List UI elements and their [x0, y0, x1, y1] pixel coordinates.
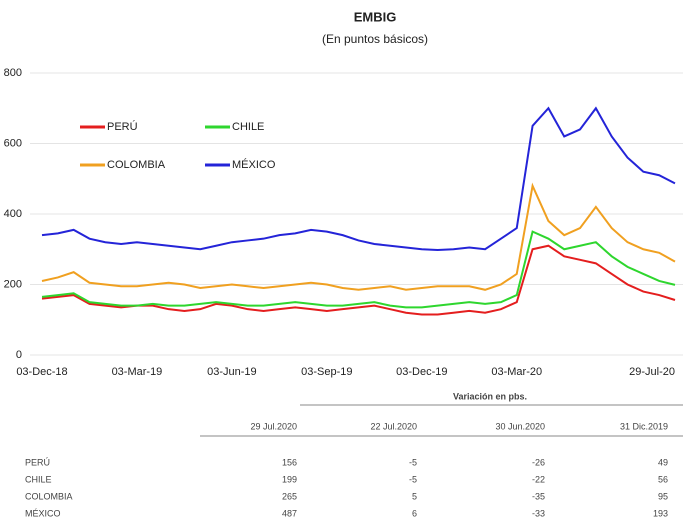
table-group-header: Variación en pbs. [453, 391, 527, 401]
x-tick-label: 03-Jun-19 [207, 366, 257, 378]
table-cell: 487 [282, 508, 297, 518]
table-column-header: 22 Jul.2020 [370, 421, 417, 431]
legend-label: CHILE [232, 121, 264, 133]
table-row-label: PERÚ [25, 457, 50, 467]
table-cell: -33 [532, 508, 545, 518]
table-cell: 156 [282, 457, 297, 467]
table-cell: -5 [409, 457, 417, 467]
legend-label: COLOMBIA [107, 159, 166, 171]
y-tick-label: 400 [4, 208, 22, 220]
x-tick-label: 29-Jul-20 [629, 366, 675, 378]
table-column-header: 29 Jul.2020 [250, 421, 297, 431]
line-series [41, 182, 676, 291]
table-row-label: MÉXICO [25, 508, 61, 518]
x-tick-label: 03-Sep-19 [301, 366, 352, 378]
table-cell: 95 [658, 491, 668, 501]
x-tick-label: 03-Dec-18 [16, 366, 67, 378]
x-tick-label: 03-Mar-20 [491, 366, 542, 378]
chart-subtitle: (En puntos básicos) [322, 32, 428, 46]
line-series [41, 230, 676, 309]
legend-label: MÉXICO [232, 158, 276, 171]
y-tick-label: 0 [16, 349, 22, 361]
legend-label: PERÚ [107, 120, 138, 133]
x-tick-label: 03-Dec-19 [396, 366, 447, 378]
table-cell: 199 [282, 474, 297, 484]
table-cell: -26 [532, 457, 545, 467]
table-cell: 193 [653, 508, 668, 518]
table-cell: -5 [409, 474, 417, 484]
table-column-header: 31 Dic.2019 [620, 421, 668, 431]
x-tick-label: 03-Mar-19 [112, 366, 163, 378]
chart-title: EMBIG [354, 9, 397, 24]
y-tick-label: 600 [4, 137, 22, 149]
y-tick-label: 200 [4, 278, 22, 290]
table-row-label: CHILE [25, 474, 52, 484]
table-column-header: 30 Jun.2020 [495, 421, 545, 431]
table-cell: -22 [532, 474, 545, 484]
table-cell: -35 [532, 491, 545, 501]
line-series [41, 244, 676, 316]
table-cell: 49 [658, 457, 668, 467]
table-cell: 56 [658, 474, 668, 484]
y-tick-label: 800 [4, 67, 22, 79]
table-cell: 5 [412, 491, 417, 501]
table-cell: 6 [412, 508, 417, 518]
line-series [41, 106, 676, 251]
table-cell: 265 [282, 491, 297, 501]
table-row-label: COLOMBIA [25, 491, 73, 501]
